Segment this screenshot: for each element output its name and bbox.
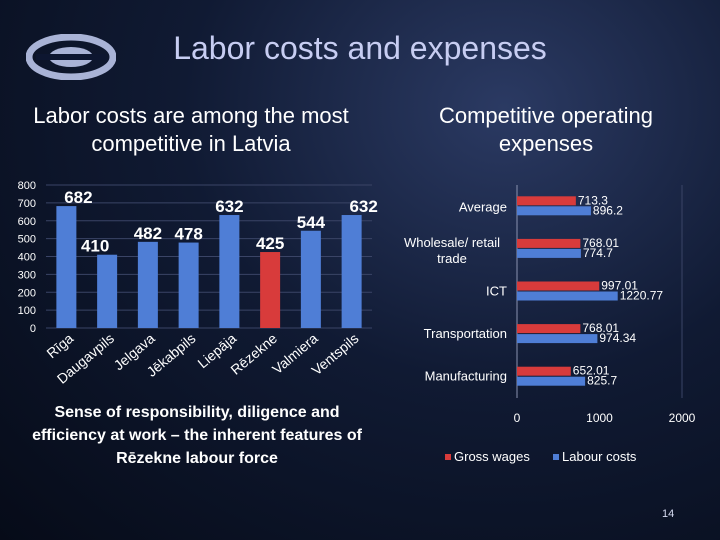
y-tick-label: 600 bbox=[18, 216, 36, 228]
data-label: 825.7 bbox=[587, 374, 617, 388]
y-tick-label: 300 bbox=[18, 269, 36, 281]
data-label: 544 bbox=[297, 213, 326, 232]
caption: Sense of responsibility, diligence and e… bbox=[32, 404, 362, 467]
page-title: Labor costs and expenses bbox=[173, 30, 547, 66]
x-tick-label: 2000 bbox=[669, 411, 696, 425]
legend-label: Labour costs bbox=[562, 449, 637, 464]
bar bbox=[137, 241, 158, 328]
data-label: 768.01 bbox=[582, 321, 619, 335]
left-subtitle: Labor costs are among the most competiti… bbox=[33, 103, 349, 156]
category-label: ICT bbox=[486, 284, 507, 299]
y-tick-label: 100 bbox=[18, 305, 36, 317]
right-subtitle: Competitive operating expenses bbox=[438, 103, 653, 156]
bar bbox=[517, 376, 586, 386]
data-label: 774.7 bbox=[583, 246, 613, 260]
x-tick-label: 0 bbox=[514, 411, 521, 425]
bar bbox=[517, 248, 581, 258]
data-label: 682 bbox=[64, 188, 92, 207]
data-label: 997.01 bbox=[601, 279, 638, 293]
category-label: Average bbox=[459, 199, 507, 214]
data-label: 1220.77 bbox=[620, 289, 664, 303]
bar bbox=[517, 238, 581, 248]
bar bbox=[178, 242, 199, 328]
x-tick-label: 1000 bbox=[586, 411, 613, 425]
data-label: 425 bbox=[256, 234, 284, 253]
data-label: 478 bbox=[174, 225, 202, 244]
data-label: 713.3 bbox=[578, 193, 608, 207]
page-number: 14 bbox=[662, 508, 675, 520]
bar bbox=[341, 215, 362, 328]
category-label: Transportation bbox=[424, 326, 507, 341]
bar bbox=[97, 254, 118, 328]
bar bbox=[517, 291, 618, 301]
bar bbox=[517, 206, 591, 216]
data-label: 410 bbox=[81, 237, 109, 256]
category-label: Manufacturing bbox=[425, 369, 507, 384]
y-tick-label: 0 bbox=[30, 323, 36, 335]
data-label: 632 bbox=[349, 197, 377, 216]
bar bbox=[56, 206, 77, 328]
bar bbox=[517, 324, 581, 334]
data-label: 652.01 bbox=[573, 364, 610, 378]
bar bbox=[219, 215, 240, 328]
legend-swatch bbox=[445, 454, 451, 460]
bar bbox=[300, 230, 321, 328]
data-label: 896.2 bbox=[593, 203, 623, 217]
bar bbox=[517, 366, 571, 376]
y-tick-label: 800 bbox=[18, 180, 36, 192]
y-tick-label: 700 bbox=[18, 198, 36, 210]
y-tick-label: 500 bbox=[18, 234, 36, 246]
y-tick-label: 200 bbox=[18, 287, 36, 299]
y-tick-label: 400 bbox=[18, 252, 36, 264]
bar bbox=[517, 281, 600, 291]
data-label: 974.34 bbox=[599, 331, 636, 345]
legend-swatch bbox=[553, 454, 559, 460]
bar bbox=[517, 334, 598, 344]
data-label: 632 bbox=[215, 197, 243, 216]
legend-label: Gross wages bbox=[454, 449, 530, 464]
bar bbox=[517, 196, 576, 206]
logo-icon bbox=[26, 34, 116, 80]
data-label: 768.01 bbox=[582, 236, 619, 250]
category-label: Wholesale/ retail trade bbox=[404, 235, 500, 266]
data-label: 482 bbox=[134, 224, 162, 243]
bar bbox=[260, 252, 281, 328]
